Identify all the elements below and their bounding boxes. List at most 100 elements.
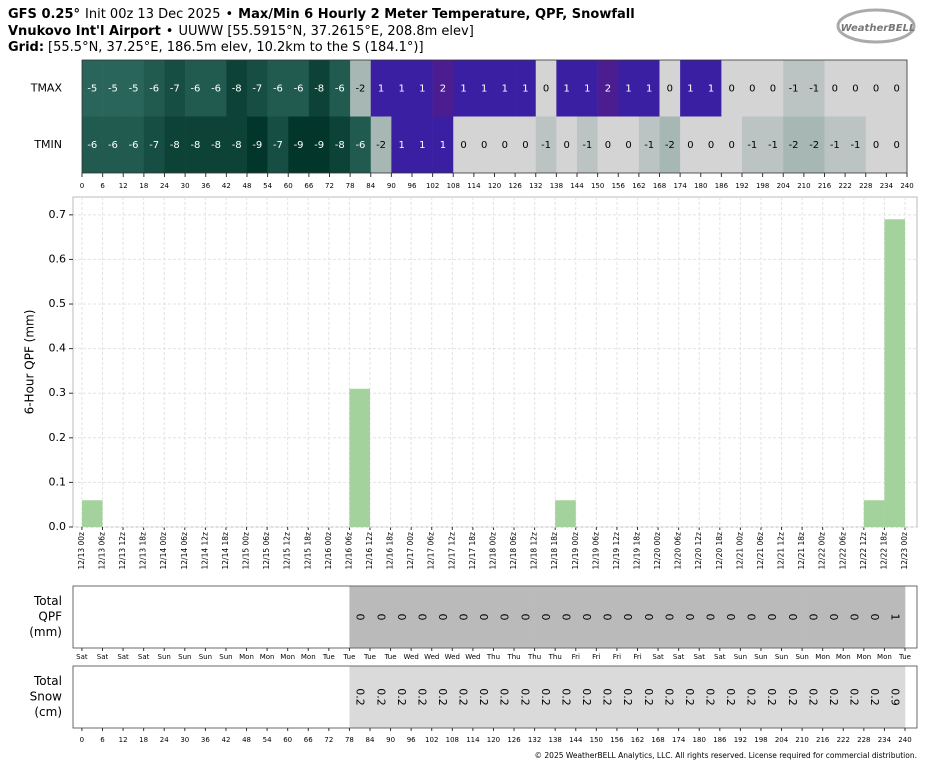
temp-label: -1: [768, 140, 778, 151]
temp-cell: [535, 116, 557, 173]
temp-cell: [845, 60, 867, 117]
total-cell: [575, 666, 597, 728]
x-tick-label: Sat: [76, 653, 88, 661]
temp-cell: [865, 116, 887, 173]
x-tick-label: 12/18 00z: [488, 532, 497, 570]
y-tick-label: 0.3: [49, 386, 67, 399]
bar: [349, 388, 370, 527]
x-tick-label: 12/18 06z: [509, 532, 518, 570]
total-label: 0: [457, 614, 470, 621]
temp-label: -6: [273, 83, 283, 94]
x-tick-label: Sat: [138, 653, 150, 661]
total-label: 0: [580, 614, 593, 621]
x-tick-label: 54: [263, 736, 272, 744]
total-cell: [411, 666, 433, 728]
temp-label: 0: [708, 140, 714, 151]
temp-label: 1: [378, 83, 384, 94]
temp-cell: [597, 60, 619, 117]
temp-label: -6: [149, 83, 159, 94]
total-cell: [472, 586, 494, 648]
total-label: 0.2: [539, 688, 552, 706]
x-tick-label: 60: [284, 182, 293, 190]
x-tick-label: 120: [488, 182, 501, 190]
x-tick-label: Mon: [280, 653, 295, 661]
bar: [863, 500, 885, 527]
temp-cell: [123, 116, 145, 173]
total-cell: [843, 666, 865, 728]
x-tick-label: Tue: [898, 653, 911, 661]
x-tick-label: 234: [878, 736, 892, 744]
x-tick-label: 12/17 00z: [406, 532, 415, 570]
x-tick-label: Sun: [775, 653, 788, 661]
x-tick-label: 216: [816, 736, 830, 744]
total-label: 0.2: [642, 688, 655, 706]
temp-cell: [597, 116, 619, 173]
x-tick-label: Thu: [506, 653, 520, 661]
temp-cell: [515, 60, 537, 117]
x-tick-label: Mon: [856, 653, 871, 661]
x-tick-label: 12/16 06z: [344, 532, 353, 570]
temp-label: 0: [543, 83, 549, 94]
x-tick-label: Fri: [613, 653, 621, 661]
x-tick-label: 12/18 12z: [530, 532, 539, 570]
x-tick-label: 114: [467, 182, 481, 190]
temp-cell: [226, 60, 248, 117]
x-tick-label: 156: [610, 736, 624, 744]
x-tick-label: 240: [900, 182, 913, 190]
x-tick-label: 12/22 00z: [818, 532, 827, 570]
total-cell: [369, 666, 391, 728]
total-cell: [493, 586, 515, 648]
x-tick-label: Sat: [693, 653, 705, 661]
total-label: 0.2: [621, 688, 634, 706]
x-tick-label: Sat: [673, 653, 685, 661]
x-tick-label: 42: [222, 182, 231, 190]
x-tick-label: 48: [242, 736, 251, 744]
temp-label: 0: [502, 140, 508, 151]
temp-cell: [164, 116, 186, 173]
station-info: UUWW [55.5915°N, 37.2615°E, 208.8m elev]: [178, 24, 473, 39]
temp-cell: [762, 60, 784, 117]
temp-label: 1: [481, 83, 487, 94]
total-label: 0: [477, 614, 490, 621]
x-tick-label: 132: [528, 736, 541, 744]
x-tick-label: 144: [570, 182, 584, 190]
total-cell: [781, 666, 803, 728]
total-label: 0.2: [786, 688, 799, 706]
temp-label: 2: [440, 83, 446, 94]
temp-label: -9: [252, 140, 262, 151]
total-cell: [843, 586, 865, 648]
x-tick-label: Sat: [714, 653, 726, 661]
total-label: 0.2: [745, 688, 758, 706]
total-label: 0.2: [374, 688, 387, 706]
temp-cell: [185, 116, 207, 173]
x-tick-label: Sun: [795, 653, 808, 661]
x-tick-label: Fri: [592, 653, 600, 661]
x-tick-label: Sun: [178, 653, 191, 661]
x-tick-label: 192: [735, 182, 748, 190]
x-tick-label: 6: [100, 736, 105, 744]
total-label: 0: [704, 614, 717, 621]
temp-cell: [308, 60, 330, 117]
x-tick-label: 102: [426, 182, 439, 190]
total-label: 0.2: [765, 688, 778, 706]
x-tick-label: Sun: [199, 653, 212, 661]
temp-label: -6: [87, 140, 97, 151]
temp-cell: [350, 116, 372, 173]
x-tick-label: 12/19 00z: [571, 532, 580, 570]
temp-label: 0: [749, 83, 755, 94]
total-cell: [802, 666, 823, 728]
total-cell: [452, 666, 474, 728]
total-label: 0: [848, 614, 861, 621]
strip-label: QPF: [38, 610, 62, 624]
x-tick-label: 66: [304, 182, 313, 190]
x-tick-label: 12/17 18z: [468, 532, 477, 570]
temp-cell: [494, 60, 516, 117]
temp-label: -1: [850, 140, 860, 151]
temp-label: -6: [211, 83, 221, 94]
x-tick-label: Wed: [404, 653, 419, 661]
x-tick-label: Fri: [633, 653, 641, 661]
temp-cell: [803, 60, 825, 117]
total-cell: [637, 666, 659, 728]
x-tick-label: 12/15 06z: [262, 532, 271, 570]
temp-cell: [886, 60, 908, 117]
